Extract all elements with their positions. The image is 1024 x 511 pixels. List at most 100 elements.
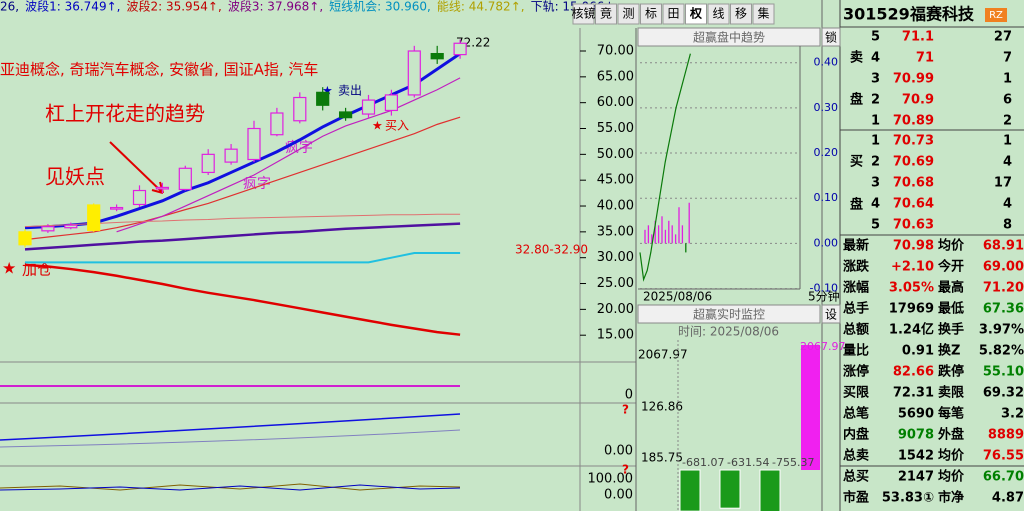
stat-value: 69.00 [983, 260, 1024, 275]
candle-body [247, 127, 261, 161]
side-label: 盘 [850, 197, 863, 213]
time: 时间: 2025/08/06 [678, 325, 779, 339]
level: 5 [871, 30, 880, 45]
date: 2025/08/06 [643, 290, 712, 304]
alert-icon[interactable]: ? [622, 463, 629, 477]
annotation: 32.80-32.90 [515, 243, 588, 257]
volume: 8 [1003, 218, 1012, 233]
stat-label: 总手 [843, 301, 869, 317]
panel-title: 超赢盘中趋势 [693, 30, 765, 45]
toolbar-button[interactable] [707, 3, 730, 25]
candle-body [132, 189, 147, 206]
toolbar-label[interactable]: 移 [735, 7, 747, 21]
toolbar-button[interactable] [685, 3, 707, 25]
monitor-bar-label: -631.54 [727, 456, 769, 469]
toolbar-label[interactable]: 标 [645, 7, 657, 21]
settings-label[interactable]: 设 [825, 308, 837, 322]
monitor-bar [801, 345, 820, 470]
line [116, 77, 461, 233]
toolbar-label[interactable]: 测 [622, 7, 634, 21]
lock-button[interactable] [821, 27, 841, 47]
y-tick-label: 70.00 [597, 44, 634, 59]
candle-body [430, 52, 444, 60]
level: 1 [871, 134, 880, 149]
y-tick-label: 20.00 [597, 302, 634, 317]
toolbar-button[interactable] [617, 3, 640, 25]
candle-body [224, 148, 238, 163]
settings-button[interactable] [821, 304, 841, 324]
stat-label: 量比 [843, 343, 869, 359]
candle-body [453, 42, 467, 56]
y-tick-label: 45.00 [597, 173, 634, 188]
toolbar-label[interactable]: 田 [667, 7, 679, 21]
toolbar-label[interactable]: 线 [712, 7, 724, 21]
candle-body [64, 224, 78, 229]
y-tick-label: 55.00 [597, 121, 634, 136]
y-tick-label: 0.30 [814, 101, 839, 114]
price: 71.1 [902, 30, 934, 45]
y-tick-label: 35.00 [597, 224, 634, 239]
stat-value: 3.05% [889, 281, 934, 296]
stat-label: 均价 [938, 238, 965, 254]
level: 2 [871, 93, 880, 108]
stat-label: 均价 [938, 469, 965, 485]
monitor-bar [679, 469, 701, 511]
toolbar-label[interactable]: 权 [689, 6, 703, 21]
candle-body [407, 50, 421, 96]
price: 70.63 [893, 218, 934, 233]
y-tick-label: 60.00 [597, 95, 634, 110]
toolbar-button[interactable] [640, 3, 662, 25]
monitor-axis: 126.86 [641, 400, 683, 414]
stat-label: 买限 [843, 386, 870, 401]
toolbar-button[interactable] [595, 3, 617, 25]
monitor-bar [719, 469, 741, 509]
indicator: 26, [0, 0, 19, 14]
level: 4 [871, 51, 880, 66]
alert-icon[interactable]: ? [622, 403, 629, 417]
indicator: 波段2: 35.954↑, [126, 0, 221, 14]
stat-label: 跌停 [938, 364, 964, 380]
stat-value: 9078 [898, 428, 934, 443]
stat-value: 53.83① [882, 491, 934, 506]
sub-line [0, 429, 461, 448]
stat-value: 8889 [988, 428, 1024, 443]
monitor-bar-label: -681.07 [682, 456, 724, 469]
side-label: 盘 [850, 92, 863, 108]
concept-text: 亚迪概念, 奇瑞汽车概念, 安徽省, 国证A指, 汽车 [0, 61, 318, 79]
stat-value: 2147 [898, 470, 934, 485]
stat-label: 换Z [938, 343, 960, 359]
volume: 7 [1003, 51, 1012, 66]
stat-value: 1542 [898, 449, 934, 464]
toolbar-button[interactable] [572, 3, 595, 25]
lock-label[interactable]: 锁 [825, 30, 837, 45]
toolbar-label[interactable]: 竟 [600, 7, 612, 21]
level: 1 [871, 114, 880, 129]
toolbar-button[interactable] [662, 3, 685, 25]
toolbar-label[interactable]: 核镜 [571, 6, 595, 21]
monitor-axis: 185.75 [641, 451, 683, 465]
toolbar-button[interactable] [730, 3, 752, 25]
volume: 1 [1003, 134, 1012, 149]
toolbar-label[interactable]: 集 [757, 6, 769, 21]
badge [985, 8, 1007, 22]
candle-body [270, 112, 284, 136]
stat-value: 55.10 [983, 365, 1024, 380]
annotation: 卖出 [338, 84, 362, 98]
stat-value: 82.66 [893, 365, 934, 380]
candle-body [339, 111, 353, 119]
indicator: 波段1: 36.749↑, [25, 0, 120, 14]
monitor-bar-label: -755.37 [772, 456, 814, 469]
stat-value: 76.55 [983, 449, 1024, 464]
toolbar-button[interactable] [752, 3, 775, 25]
annotation: 杠上开花走的趋势 [45, 102, 205, 126]
stat-label: 总卖 [843, 448, 869, 464]
stock-name: 福赛科技 [909, 5, 975, 24]
stat-label: 最低 [938, 301, 964, 317]
line [24, 116, 461, 241]
price: 70.73 [893, 134, 934, 149]
candle-body [18, 231, 32, 246]
axis-label: 0.00 [604, 444, 633, 459]
monitor-bar-label: 2067.97 [800, 340, 846, 353]
